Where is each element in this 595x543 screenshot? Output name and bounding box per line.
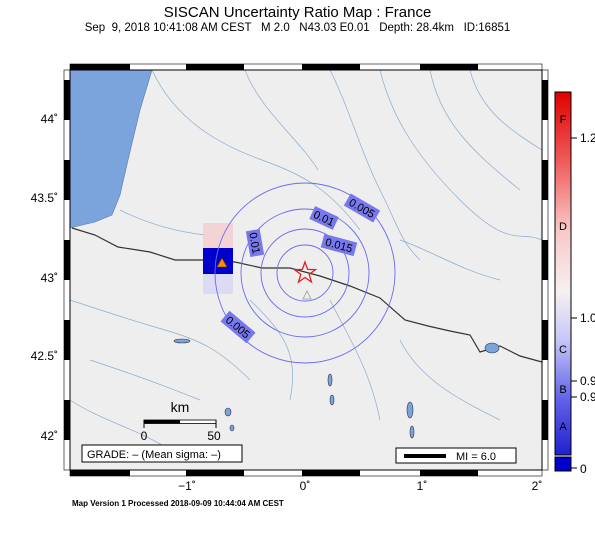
contour-ring (260, 228, 350, 318)
y-tick-label: 43˚ (41, 271, 58, 285)
colorbar-letter: F (560, 114, 567, 126)
y-tick-label: 42˚ (41, 429, 58, 443)
open-triangle-icon (302, 290, 312, 300)
mi-legend: MI = 6.0 (395, 447, 517, 464)
y-tick-label: 44˚ (41, 112, 58, 126)
colorbar-value: 1.0 (580, 311, 595, 325)
contour-ring (276, 244, 334, 302)
colorbar-letter: D (559, 221, 567, 233)
map-title: SISCAN Uncertainty Ratio Map : France (163, 4, 432, 21)
x-tick-label: 1˚ (417, 479, 428, 493)
y-tick-label: 42.5˚ (31, 349, 58, 363)
x-tick-label: 0˚ (300, 479, 311, 493)
land-area (70, 70, 542, 470)
svg-text:0: 0 (141, 429, 148, 443)
svg-text:50: 50 (207, 429, 221, 443)
contour-ring (214, 182, 396, 364)
colorbar-letter: C (559, 344, 567, 356)
colorbar-letter: A (559, 421, 567, 433)
bay-of-biscay (70, 70, 153, 229)
colorbar-value: 0.9 (580, 374, 595, 388)
colorbar: F D C B A 1.2 1.0 0.9 0.9 0 (554, 91, 595, 476)
colorbar-letter: B (559, 384, 566, 396)
contour-label: 0.01 (246, 232, 262, 255)
contour-ring (240, 208, 370, 338)
x-tick-label: −1˚ (178, 479, 196, 493)
x-tick-label: 2˚ (532, 479, 543, 493)
svg-text:MI = 6.0: MI = 6.0 (456, 451, 496, 463)
svg-text:km: km (171, 399, 190, 415)
event-details: Sep 9, 2018 10:41:08 AM CEST M 2.0 N43.0… (84, 22, 511, 34)
epicenter-star-icon (292, 260, 318, 284)
footer-note: Map Version 1 Processed 2018-09-09 10:44… (72, 499, 284, 508)
station-triangle-icon (216, 257, 228, 268)
y-tick-label: 43.5˚ (31, 191, 58, 205)
scale-bar: km 0 50 (141, 399, 221, 443)
national-border (71, 227, 542, 363)
colorbar-value: 0 (580, 462, 587, 476)
colorbar-value: 0.9 (580, 390, 595, 404)
grade-box: GRADE: – (Mean sigma: –) (81, 444, 243, 463)
svg-text:GRADE: – (Mean sigma: –): GRADE: – (Mean sigma: –) (87, 449, 221, 461)
station-cell (203, 248, 233, 274)
colorbar-value: 1.2 (580, 131, 595, 145)
